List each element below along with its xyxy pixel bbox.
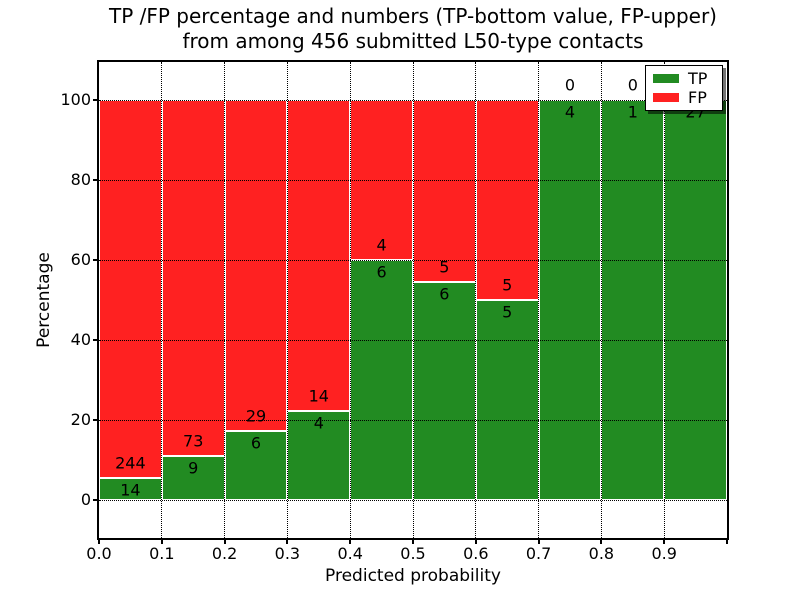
bar-count-label-fp: 5 [439, 257, 450, 277]
x-tick-mark [726, 538, 728, 544]
gridline-vertical [224, 62, 226, 538]
y-tick-mark [93, 339, 99, 341]
bar-count-label-fp: 14 [308, 386, 329, 406]
x-tick-mark [663, 538, 666, 544]
bar-tp-segment [161, 456, 225, 500]
gridline-horizontal [99, 419, 727, 421]
bar-tp-segment [475, 300, 539, 500]
plot-area: 244147392961444656550401027 [97, 60, 729, 540]
gridline-vertical [475, 62, 477, 538]
bar-count-label-fp: 4 [376, 235, 387, 255]
x-tick-label: 0.1 [149, 544, 175, 563]
gridline-vertical [600, 62, 602, 538]
x-tick-mark [537, 538, 540, 544]
bar-tp-segment [601, 100, 665, 500]
x-tick-mark [474, 538, 477, 544]
legend-fp-swatch-icon [653, 93, 679, 102]
x-tick-mark [223, 538, 226, 544]
bar-count-label-fp: 0 [627, 75, 638, 95]
bar-count-label-tp: 6 [250, 433, 262, 453]
legend-item-tp: TP [646, 68, 722, 88]
y-tick-label: 20 [70, 410, 91, 429]
x-tick-mark [600, 538, 603, 544]
bar-fp-segment [99, 100, 162, 479]
bar-tp-segment [287, 411, 351, 500]
x-tick-label: 0.3 [274, 544, 301, 563]
bar-fp-segment [413, 100, 476, 282]
bar-count-label-fp: 0 [564, 75, 576, 95]
plot-inner: 244147392961444656550401027 [99, 62, 727, 538]
bar-count-label-fp: 5 [502, 275, 513, 295]
gridline-horizontal [99, 339, 727, 341]
legend-tp-label: TP [688, 68, 708, 88]
bar-count-label-tp: 4 [313, 413, 324, 433]
y-tick-label: 60 [70, 250, 91, 269]
x-tick-label: 0.2 [211, 544, 238, 563]
x-tick-mark [160, 538, 163, 544]
x-tick-mark [286, 538, 289, 544]
bar-count-label-tp: 1 [627, 102, 638, 122]
bar-count-label-tp: 14 [120, 480, 141, 500]
y-tick-mark [93, 419, 99, 421]
x-tick-label: 0.9 [651, 544, 677, 563]
x-tick-label: 0.5 [400, 544, 426, 563]
legend-item-fp: FP [646, 87, 722, 107]
gridline-horizontal [99, 99, 727, 101]
y-tick-label: 100 [60, 90, 91, 109]
gridline-vertical [538, 62, 540, 538]
bar-tp-segment [224, 431, 288, 500]
x-tick-label: 0.7 [525, 544, 552, 563]
gridline-vertical [349, 62, 351, 538]
bar-count-label-tp: 9 [188, 458, 199, 478]
bar-count-label-tp: 5 [502, 302, 513, 322]
x-tick-mark [349, 538, 352, 544]
x-axis-label: Predicted probability [325, 566, 501, 586]
x-tick-label: 0.8 [588, 544, 615, 563]
y-tick-mark [93, 99, 99, 101]
gridline-vertical [161, 62, 163, 538]
chart-title: TP /FP percentage and numbers (TP-bottom… [99, 4, 727, 54]
legend-tp-swatch-icon [653, 74, 679, 83]
gridline-vertical [663, 62, 665, 538]
gridline-vertical [412, 62, 414, 538]
x-tick-mark [412, 538, 414, 544]
y-tick-mark [93, 259, 99, 261]
y-tick-label: 80 [70, 170, 91, 189]
bar-tp-segment [413, 281, 476, 500]
x-tick-mark [98, 538, 100, 544]
gridline-vertical [286, 62, 288, 538]
bar-fp-segment [224, 100, 288, 432]
legend: TP FP [645, 65, 723, 111]
bar-tp-segment [538, 100, 602, 500]
chart-title-line-2: from among 456 submitted L50-type contac… [182, 29, 644, 53]
x-tick-label: 0.0 [86, 544, 112, 563]
y-tick-mark [93, 499, 99, 501]
bar-tp-segment [350, 260, 413, 500]
chart-title-line-1: TP /FP percentage and numbers (TP-bottom… [109, 4, 717, 28]
bar-count-label-tp: 6 [439, 284, 450, 304]
bar-count-label-fp: 244 [115, 453, 146, 473]
x-tick-label: 0.4 [337, 544, 363, 563]
bar-tp-segment [664, 100, 727, 500]
bar-fp-segment [287, 100, 351, 412]
bar-count-label-tp: 6 [376, 262, 387, 282]
y-tick-label: 40 [70, 330, 91, 349]
gridline-horizontal [99, 179, 727, 181]
gridline-horizontal [99, 259, 727, 261]
bar-count-label-fp: 73 [183, 431, 204, 451]
bar-fp-segment [475, 100, 539, 300]
bar-fp-segment [161, 100, 225, 457]
bar-count-label-fp: 29 [245, 406, 267, 426]
y-tick-mark [93, 179, 99, 181]
gridline-horizontal [99, 499, 727, 501]
x-tick-label: 0.6 [463, 544, 489, 563]
y-tick-label: 0 [80, 490, 91, 509]
bar-count-label-tp: 4 [564, 102, 576, 122]
legend-fp-label: FP [688, 87, 707, 107]
